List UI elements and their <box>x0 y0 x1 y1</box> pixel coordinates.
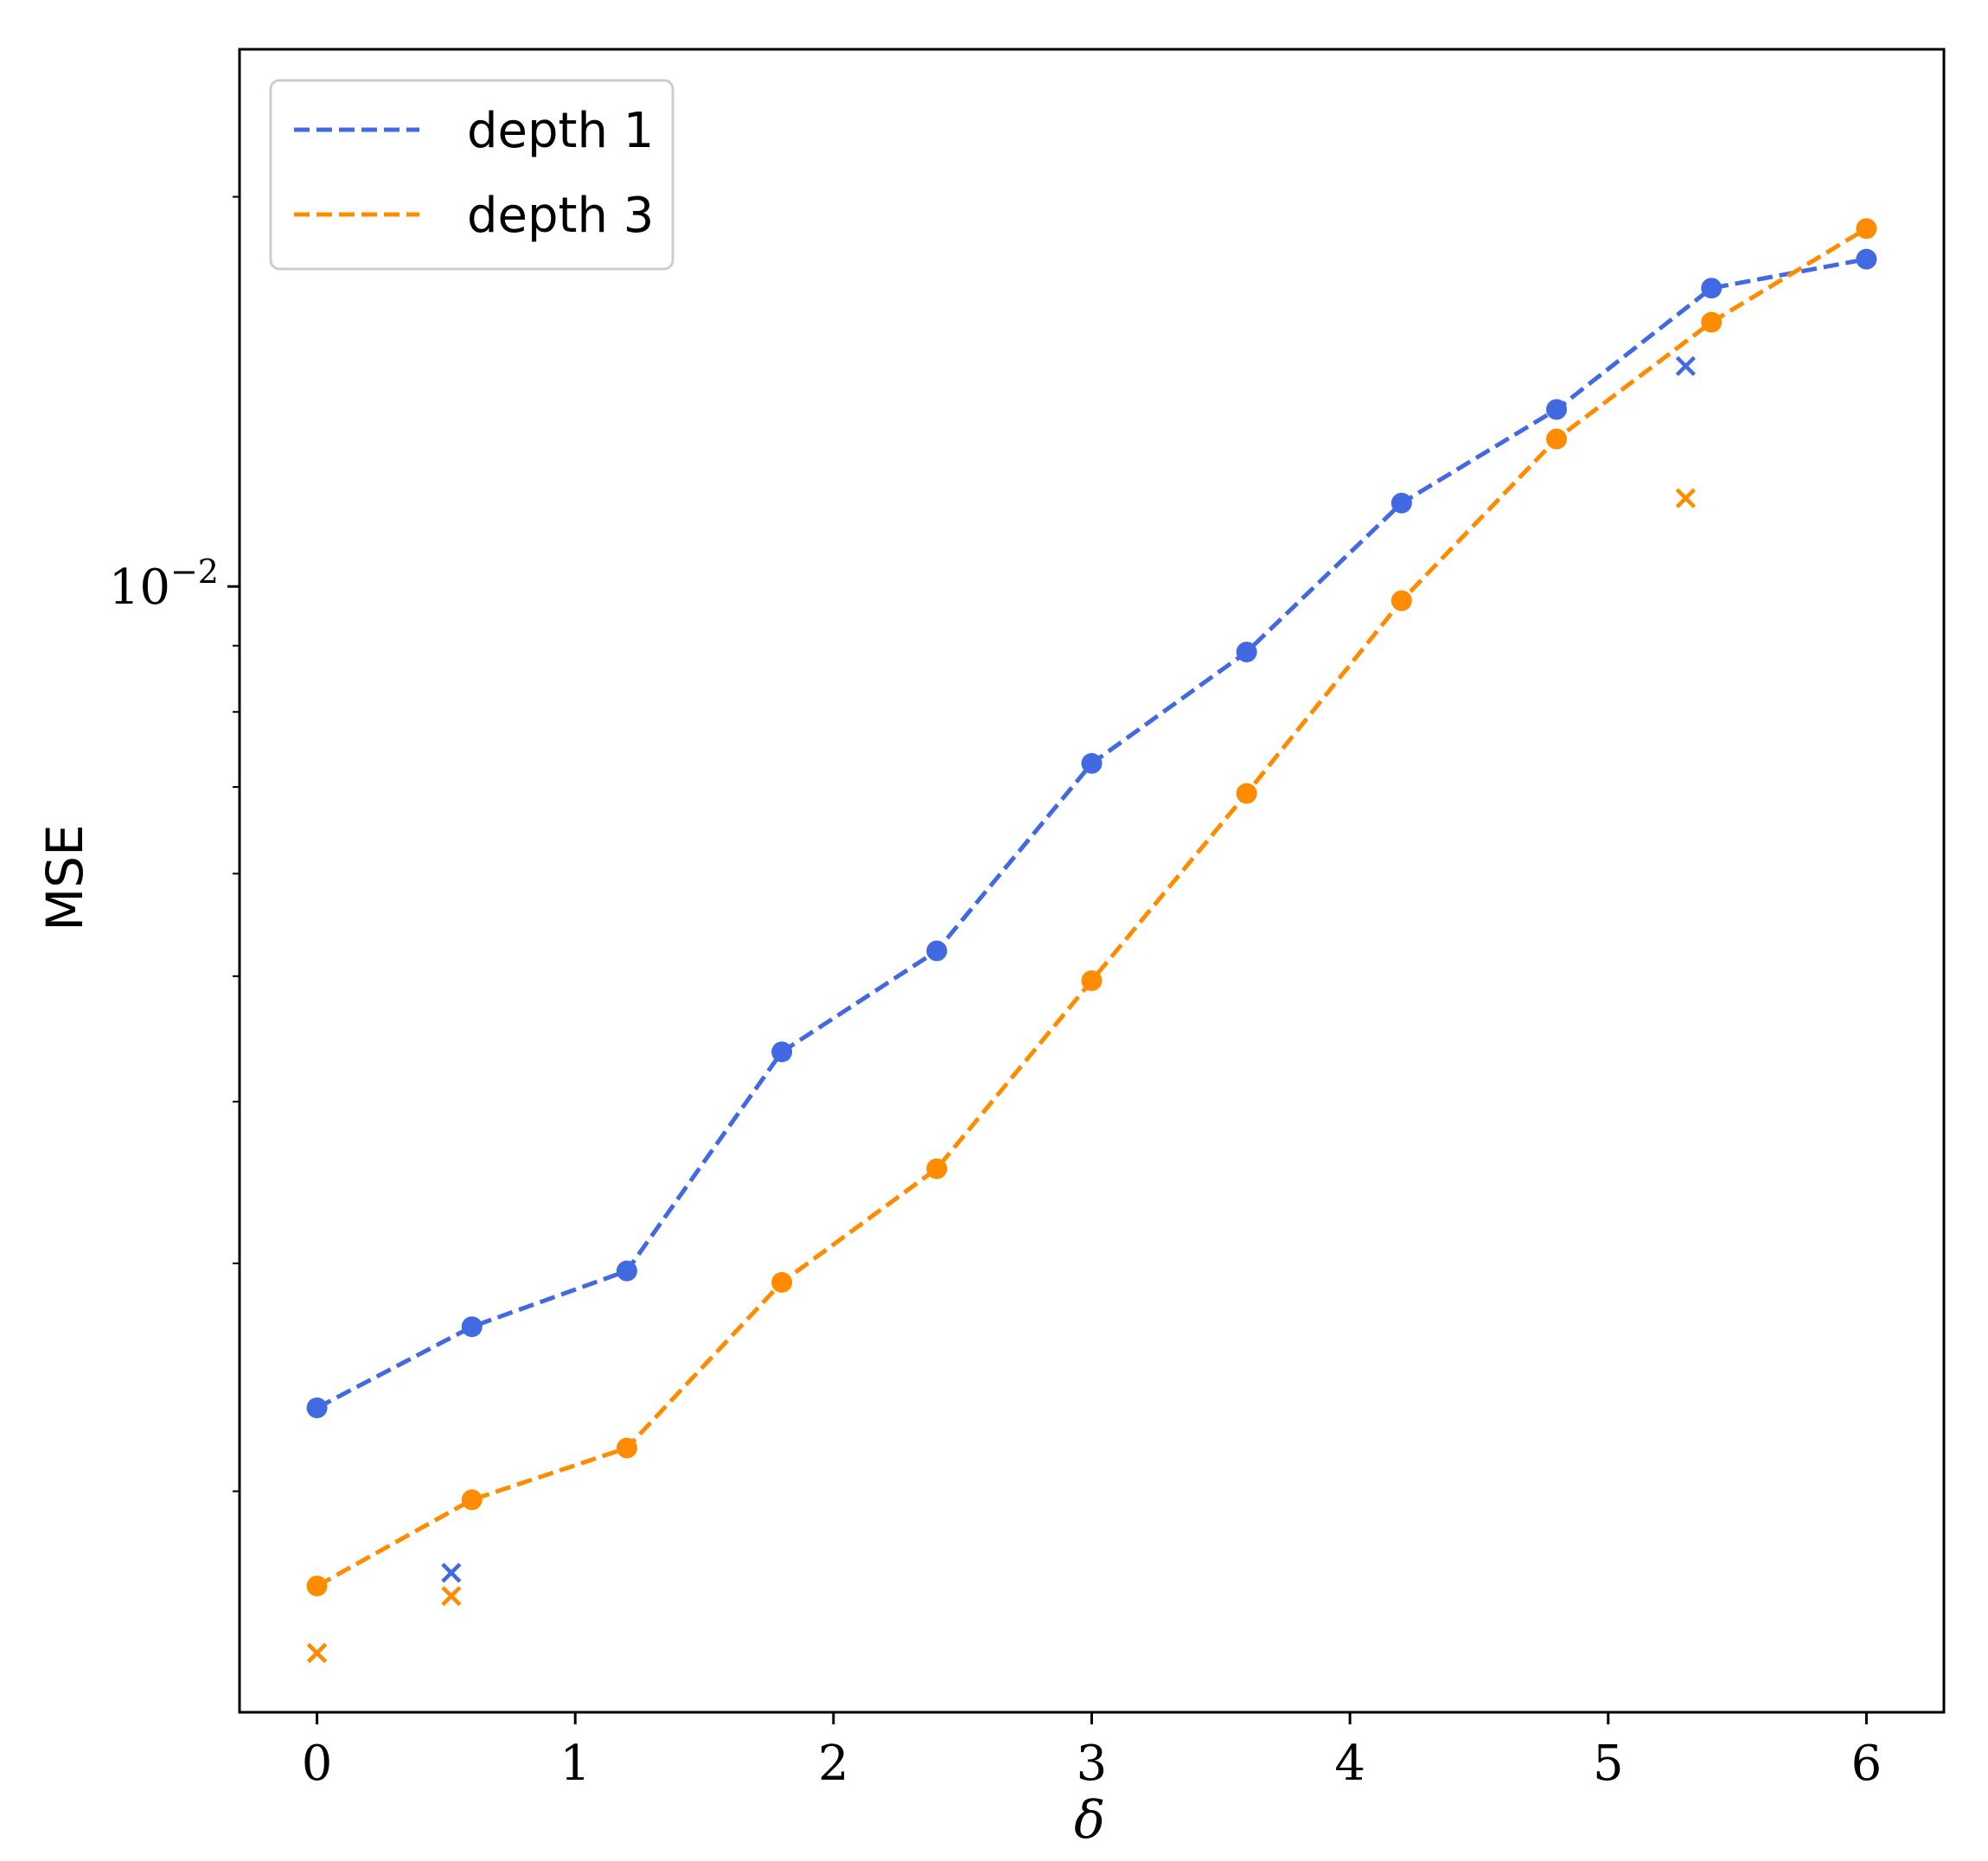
x-tick-label: 6 <box>1851 1736 1883 1792</box>
data-point <box>1701 311 1723 333</box>
data-point <box>1856 218 1877 240</box>
data-point <box>461 1316 483 1338</box>
x-tick-label: 0 <box>302 1736 333 1792</box>
legend-label: depth 3 <box>467 188 654 244</box>
data-point <box>771 1041 793 1063</box>
x-axis-label: δ <box>1074 1790 1105 1851</box>
y-axis: 10−2 <box>109 195 240 1493</box>
data-point <box>306 1397 328 1418</box>
series-line-depth-3 <box>316 227 1868 1589</box>
data-point <box>1236 641 1257 662</box>
x-marker <box>441 1563 462 1583</box>
x-marker-stroke <box>1675 355 1696 376</box>
data-point <box>1856 248 1877 270</box>
data-point <box>616 1260 637 1282</box>
x-tick-label: 1 <box>559 1736 591 1792</box>
data-point <box>1390 492 1412 514</box>
x-axis: 0 1 2 3 4 5 6 <box>302 1712 1882 1792</box>
x-marker <box>1675 355 1696 376</box>
y-tick-label: 10−2 <box>109 553 219 616</box>
data-point <box>926 940 948 962</box>
data-point <box>926 1158 948 1180</box>
x-tick-label: 2 <box>818 1736 849 1792</box>
x-tick-label: 4 <box>1334 1736 1365 1792</box>
x-marker <box>1675 488 1696 508</box>
plot-frame <box>238 48 1946 1714</box>
x-tick-label: 3 <box>1077 1736 1108 1792</box>
series-line-depth-1 <box>316 257 1867 1410</box>
plot-area <box>238 48 1946 1714</box>
y-axis-label: MSE <box>35 824 94 931</box>
x-tick-label: 5 <box>1593 1736 1624 1792</box>
data-point <box>771 1271 793 1293</box>
data-point <box>1546 428 1568 450</box>
data-point <box>1390 590 1412 611</box>
data-point <box>461 1489 483 1511</box>
data-point <box>1546 399 1568 420</box>
data-point <box>616 1437 637 1459</box>
x-marker-stroke <box>1675 488 1696 508</box>
data-point <box>1081 752 1103 774</box>
x-marker-stroke <box>306 1642 328 1664</box>
data-point <box>1236 783 1257 804</box>
series-layer <box>306 218 1877 1664</box>
data-point <box>306 1575 328 1596</box>
legend: depth 1 depth 3 <box>269 79 674 271</box>
data-point <box>1701 278 1723 299</box>
data-point <box>1081 970 1103 992</box>
x-marker-stroke <box>441 1586 462 1607</box>
legend-label: depth 1 <box>467 103 654 159</box>
x-marker-stroke <box>441 1563 462 1583</box>
x-marker <box>441 1586 462 1607</box>
x-marker <box>306 1642 328 1664</box>
